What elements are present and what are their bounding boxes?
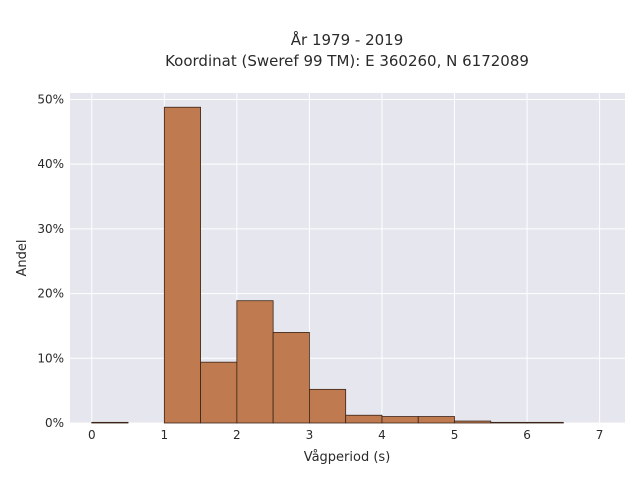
histogram-bars <box>91 106 564 424</box>
x-tick-label: 2 <box>233 428 241 442</box>
y-axis-label: Andel <box>15 240 30 277</box>
y-tick-label: 10% <box>37 351 64 365</box>
chart-title: År 1979 - 2019 <box>291 30 404 49</box>
histogram-bar <box>200 361 238 424</box>
histogram-bar <box>526 421 564 424</box>
axis-ticks: 0 1 2 3 4 5 6 7 0% 10% 20% 30% 40% 50% <box>37 92 603 442</box>
y-tick-label: 40% <box>37 157 64 171</box>
histogram-bar <box>91 421 129 424</box>
y-tick-label: 30% <box>37 222 64 236</box>
histogram-bar <box>272 332 310 424</box>
histogram-bar <box>381 416 419 424</box>
histogram-bar <box>345 414 383 424</box>
histogram-bar <box>490 421 528 424</box>
x-tick-label: 1 <box>160 428 168 442</box>
x-tick-label: 7 <box>596 428 604 442</box>
histogram-bar <box>236 300 274 424</box>
plot-area <box>70 93 625 423</box>
y-tick-label: 20% <box>37 287 64 301</box>
x-tick-label: 6 <box>523 428 531 442</box>
x-tick-label: 0 <box>88 428 96 442</box>
histogram-bar <box>417 416 455 424</box>
x-tick-label: 4 <box>378 428 386 442</box>
x-axis-label: Vågperiod (s) <box>304 450 391 465</box>
histogram-bar <box>454 420 492 424</box>
y-tick-label: 0% <box>45 416 64 430</box>
x-tick-label: 5 <box>451 428 459 442</box>
histogram-bar <box>309 388 347 424</box>
histogram-bar <box>163 106 201 424</box>
chart-subtitle: Koordinat (Sweref 99 TM): E 360260, N 61… <box>165 52 529 70</box>
y-tick-label: 50% <box>37 92 64 106</box>
x-tick-label: 3 <box>306 428 314 442</box>
grid-lines <box>70 93 625 424</box>
